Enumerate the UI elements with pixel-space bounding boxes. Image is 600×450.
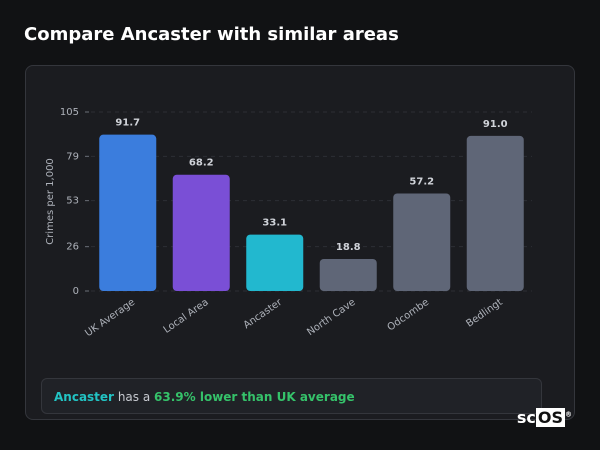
chart: Crimes per 1,000 0 26 53 79 105 UK Average 91.7… [45,107,532,339]
summary-area: Ancaster [54,390,114,404]
bar [319,258,377,291]
y-tick-label: 0 [73,286,79,297]
page-title: Compare Ancaster with similar areas [24,24,399,45]
y-tick-label: 53 [66,196,79,207]
x-tick-label: Ancaster [242,296,285,331]
bar [466,135,524,291]
chart-card: Crimes per 1,000 0 26 53 79 105 UK Average 91.7… [25,65,575,420]
value-label: 57.2 [409,176,434,187]
value-label: 18.8 [336,242,361,253]
y-tick-label: 105 [60,107,79,118]
summary-connector: has a [117,390,151,404]
x-tick-label: North Cave [305,297,357,338]
bar [246,234,304,291]
x-tick-label: UK Average [83,297,137,339]
x-tick-label: Odcombe [385,297,431,334]
bar [172,174,230,291]
summary: Ancaster has a 63.9% lower than UK avera… [41,378,542,414]
logo-suffix: OS [535,408,565,427]
summary-comparison: 63.9% lower than UK average [154,390,355,404]
y-tick-label: 79 [66,151,79,162]
logo: sc OS ® [517,408,572,427]
x-tick-label: Bedlingt [464,297,504,330]
bar [393,193,451,291]
value-label: 91.0 [483,119,508,130]
value-label: 68.2 [189,158,214,169]
bar [99,134,157,291]
logo-mark: ® [565,410,572,419]
x-tick-label: Local Area [162,297,211,336]
y-tick-label: 26 [66,242,79,253]
logo-prefix: sc [516,408,536,427]
value-label: 91.7 [115,118,140,129]
y-axis-label: Crimes per 1,000 [45,158,56,245]
value-label: 33.1 [262,218,287,229]
